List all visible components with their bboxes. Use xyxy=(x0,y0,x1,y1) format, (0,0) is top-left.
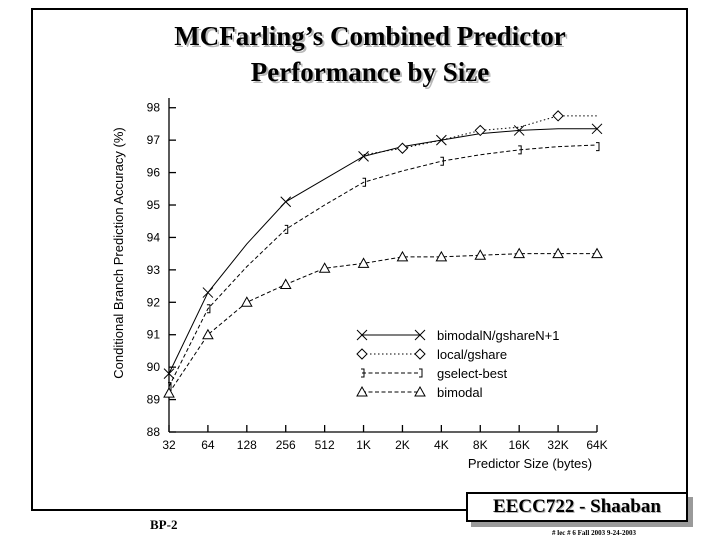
y-tick-label: 94 xyxy=(147,230,161,244)
x-tick-label: 64K xyxy=(586,438,607,452)
x-tick-label: 4K xyxy=(434,438,449,452)
x-tick-label: 16K xyxy=(509,438,530,452)
legend-marker xyxy=(414,329,426,341)
y-tick-label: 89 xyxy=(147,393,161,407)
series-line xyxy=(168,253,597,394)
x-tick-label: 512 xyxy=(315,438,335,452)
x-tick-label: 64 xyxy=(201,438,215,452)
data-point xyxy=(163,368,175,379)
y-tick-label: 91 xyxy=(147,328,161,342)
legend-label: bimodal xyxy=(437,385,483,400)
series-triangle xyxy=(163,247,603,398)
data-point xyxy=(518,145,522,155)
y-tick-label: 96 xyxy=(147,166,161,180)
data-point xyxy=(552,110,564,122)
x-axis-label: Predictor Size (bytes) xyxy=(468,456,592,471)
y-axis-label: Conditional Branch Prediction Accuracy (… xyxy=(111,127,126,378)
data-point xyxy=(279,278,292,289)
chart-legend: bimodalN/gshareN+1 local/gshare gselect-be… xyxy=(356,328,559,400)
data-point xyxy=(552,247,564,259)
legend-label: local/gshare xyxy=(437,347,507,362)
x-tick-label: 8K xyxy=(473,438,488,452)
legend-marker xyxy=(356,348,368,360)
data-point xyxy=(284,224,289,234)
data-point xyxy=(440,156,444,166)
data-point xyxy=(362,177,367,187)
data-point xyxy=(596,142,600,152)
legend-marker xyxy=(414,385,426,397)
y-tick-label: 93 xyxy=(147,263,161,277)
legend-marker xyxy=(356,329,368,341)
x-tick-label: 32K xyxy=(547,438,568,452)
legend-label: bimodalN/gshareN+1 xyxy=(437,328,559,343)
legend-entry: bimodalN/gshareN+1 xyxy=(356,328,559,343)
y-tick-label: 88 xyxy=(147,425,161,439)
y-tick-label: 92 xyxy=(147,295,161,309)
legend-entry: gselect-best xyxy=(361,366,507,381)
legend-entry: bimodal xyxy=(356,385,483,400)
data-point xyxy=(318,262,331,273)
data-point xyxy=(202,287,214,298)
data-point xyxy=(435,250,448,262)
title-line-2: Performance by Size xyxy=(250,57,490,87)
data-point xyxy=(358,151,369,162)
slide-title: MCFarling’s Combined Predictor Performan… xyxy=(0,18,720,90)
data-point xyxy=(396,250,409,262)
data-point xyxy=(280,196,292,208)
data-point xyxy=(240,296,253,307)
data-point xyxy=(513,125,525,136)
y-tick-label: 95 xyxy=(147,198,161,212)
data-point xyxy=(202,328,214,340)
data-point xyxy=(163,387,175,398)
legend-marker xyxy=(419,368,423,378)
y-tick-label: 98 xyxy=(147,101,161,115)
data-point xyxy=(396,142,409,154)
legend-label: gselect-best xyxy=(437,366,507,381)
x-tick-label: 256 xyxy=(276,438,296,452)
x-tick-label: 1K xyxy=(356,438,371,452)
data-point xyxy=(357,257,370,268)
series-x xyxy=(163,123,603,379)
data-point xyxy=(206,304,211,314)
data-point xyxy=(513,247,526,259)
legend-entry: local/gshare xyxy=(356,347,507,362)
x-tick-label: 2K xyxy=(395,438,410,452)
slide-footer: # lec # 6 Fall 2003 9-24-2003 xyxy=(552,529,636,537)
data-point xyxy=(436,134,447,146)
legend-marker xyxy=(414,348,426,360)
legend-marker xyxy=(356,385,368,397)
series-line xyxy=(168,144,598,387)
y-tick-label: 90 xyxy=(147,360,161,374)
slide-number: BP-2 xyxy=(150,517,178,532)
y-tick-label: 97 xyxy=(147,133,161,147)
chart-axes: 88 89 90 91 92 93 94 95 96 97 98 32 64 128 256 512 1K 2K 4… xyxy=(147,98,608,452)
title-line-1: MCFarling’s Combined Predictor xyxy=(174,21,566,51)
data-point xyxy=(474,124,486,137)
course-badge: EECC722 - Shaaban xyxy=(466,492,688,522)
chart-series xyxy=(163,110,603,398)
x-tick-label: 32 xyxy=(162,438,176,452)
series-line xyxy=(168,128,597,374)
data-point xyxy=(474,249,487,260)
x-tick-label: 128 xyxy=(237,438,257,452)
slide-frame xyxy=(31,8,688,511)
series-diamond xyxy=(363,110,597,156)
legend-marker xyxy=(361,368,365,378)
series-bracket xyxy=(168,142,600,392)
data-point xyxy=(591,247,603,259)
data-point xyxy=(591,123,603,135)
